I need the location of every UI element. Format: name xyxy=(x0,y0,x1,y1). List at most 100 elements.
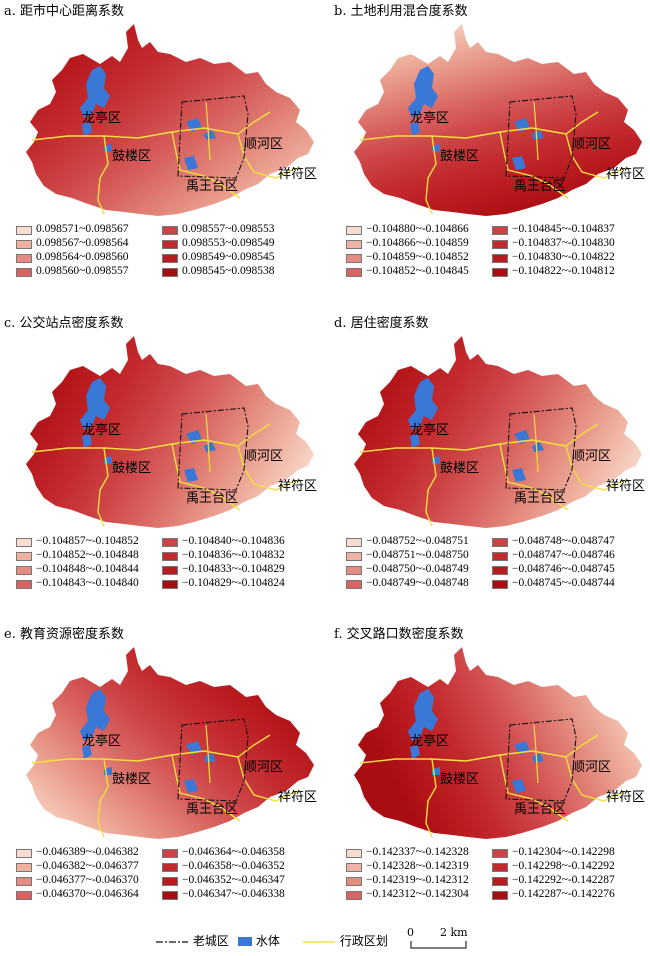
old-city-label: 老城区 xyxy=(192,934,229,948)
lake-icon xyxy=(184,779,198,793)
legend-label: −0.142287~-0.142276 xyxy=(512,888,615,900)
legend-label: 0.098560~0.098557 xyxy=(36,265,129,277)
district-map: 龙亭区 鼓楼区 顺河区 禹王台区 祥符区 xyxy=(26,336,317,528)
lake-icon xyxy=(410,745,420,759)
lake-icon xyxy=(512,156,526,170)
legend-swatch-icon xyxy=(492,877,508,886)
legend-swatch-icon xyxy=(162,891,178,900)
district-map: 龙亭区 鼓楼区 顺河区 禹王台区 祥符区 xyxy=(354,336,645,528)
legend-swatch-icon xyxy=(162,566,178,575)
legend-swatch-icon xyxy=(162,863,178,872)
legend-swatch-icon xyxy=(492,268,508,277)
legend-label: −0.104848~-0.104844 xyxy=(36,563,139,575)
urban-area xyxy=(354,336,642,528)
legend-swatch-icon xyxy=(16,891,32,900)
district-label: 鼓楼区 xyxy=(112,772,151,787)
legend-label: −0.104852~-0.104845 xyxy=(366,265,469,277)
legend-label: −0.104857~-0.104852 xyxy=(36,535,139,547)
old-city-boundary xyxy=(177,95,249,179)
admin-line-icon xyxy=(303,940,335,943)
legend-label: 0.098571~0.098567 xyxy=(36,223,129,235)
legend-label: −0.142337~-0.142328 xyxy=(366,846,469,858)
admin-label: 行政区划 xyxy=(339,934,388,948)
legend-label: −0.142304~-0.142298 xyxy=(512,846,615,858)
map-panel: c. 公交站点密度系数 龙亭区 鼓楼区 顺河区 禹王台区 祥符区 −0.1048… xyxy=(0,312,320,627)
admin-boundary xyxy=(565,133,627,179)
lake-icon xyxy=(80,66,110,118)
admin-boundary xyxy=(533,101,539,161)
district-label: 鼓楼区 xyxy=(440,772,479,787)
scale-zero-label: 0 xyxy=(407,926,414,939)
scale-dist-label: 2 km xyxy=(440,926,468,939)
admin-boundary xyxy=(565,445,627,491)
legend-swatch-icon xyxy=(346,226,362,235)
legend-label: −0.104829~-0.104824 xyxy=(182,577,285,589)
lake-icon xyxy=(80,689,110,741)
district-label: 龙亭区 xyxy=(82,110,121,126)
admin-boundary xyxy=(237,756,299,802)
admin-legend: 行政区划 xyxy=(302,932,388,949)
lake-icon xyxy=(408,66,438,118)
legend-label: −0.104845~-0.104837 xyxy=(512,223,615,235)
legend-label: −0.142328~-0.142319 xyxy=(366,860,469,872)
district-label: 禹王台区 xyxy=(186,491,238,506)
legend-swatch-icon xyxy=(346,891,362,900)
district-label: 祥符区 xyxy=(606,166,645,182)
district-label: 禹王台区 xyxy=(514,491,566,506)
district-label: 禹王台区 xyxy=(514,802,566,817)
district-label: 顺河区 xyxy=(244,449,283,464)
district-label: 龙亭区 xyxy=(410,110,449,126)
legend-swatch-icon xyxy=(492,849,508,858)
admin-boundary xyxy=(171,131,241,199)
legend-swatch-icon xyxy=(492,552,508,561)
legend-swatch-icon xyxy=(492,226,508,235)
legend-swatch-icon xyxy=(492,891,508,900)
district-label: 祥符区 xyxy=(278,478,317,494)
district-label: 鼓楼区 xyxy=(112,461,151,476)
legend-label: −0.104843~-0.104840 xyxy=(36,577,139,589)
legend-swatch-icon xyxy=(162,552,178,561)
admin-boundary xyxy=(97,447,109,527)
legend-swatch-icon xyxy=(346,268,362,277)
legend-swatch-icon xyxy=(346,580,362,589)
admin-boundary xyxy=(205,413,211,473)
district-label: 禹王台区 xyxy=(514,179,566,194)
old-city-boundary xyxy=(177,718,249,802)
district-label: 顺河区 xyxy=(572,760,611,775)
legend-label: −0.104833~-0.104829 xyxy=(182,563,285,575)
lake-icon xyxy=(82,745,92,759)
lake-icon xyxy=(532,130,544,140)
admin-boundary xyxy=(97,135,109,215)
legend-swatch-icon xyxy=(492,240,508,249)
legend-swatch-icon xyxy=(492,254,508,263)
admin-boundary xyxy=(499,131,569,199)
legend-swatch-icon xyxy=(16,877,32,886)
legend-swatch-icon xyxy=(16,580,32,589)
district-label: 龙亭区 xyxy=(82,733,121,749)
urban-area xyxy=(26,24,314,216)
admin-boundary xyxy=(171,754,241,822)
old-city-boundary xyxy=(505,95,577,179)
legend-swatch-icon xyxy=(16,849,32,858)
district-label: 龙亭区 xyxy=(410,422,449,438)
map-panel: e. 教育资源密度系数 龙亭区 鼓楼区 顺河区 禹王台区 祥符区 −0.0463… xyxy=(0,623,320,938)
district-label: 祥符区 xyxy=(278,166,317,182)
legend-swatch-icon xyxy=(162,849,178,858)
legend-label: −0.104859~-0.104852 xyxy=(366,251,469,263)
admin-boundary xyxy=(205,101,211,161)
legend-swatch-icon xyxy=(346,552,362,561)
legend-label: −0.104866~-0.104859 xyxy=(366,237,469,249)
lake-icon xyxy=(532,442,544,452)
old-city-legend: 老城区 xyxy=(155,932,229,949)
map-panel: d. 居住密度系数 龙亭区 鼓楼区 顺河区 禹王台区 祥符区 −0.048752… xyxy=(330,312,650,627)
old-city-boundary xyxy=(177,407,249,491)
legend-label: −0.142298~-0.142292 xyxy=(512,860,615,872)
legend-swatch-icon xyxy=(16,226,32,235)
panel-title: f. 交叉路口数密度系数 xyxy=(334,627,464,642)
lake-icon xyxy=(204,442,216,452)
legend-label: −0.104840~-0.104836 xyxy=(182,535,285,547)
lake-icon xyxy=(410,122,420,136)
legend-swatch-icon xyxy=(492,566,508,575)
district-label: 顺河区 xyxy=(244,137,283,152)
lake-icon xyxy=(184,468,198,482)
